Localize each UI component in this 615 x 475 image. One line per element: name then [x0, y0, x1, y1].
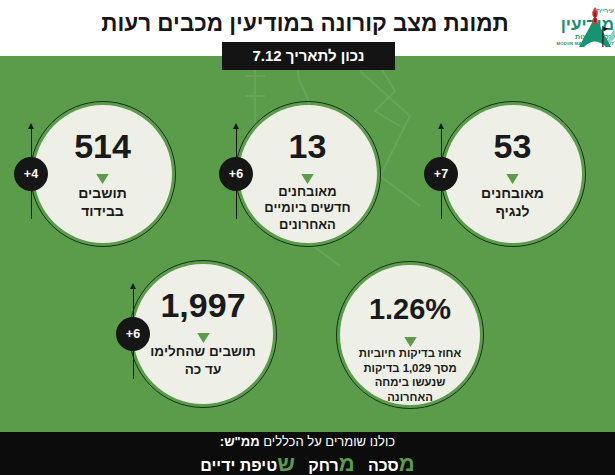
svg-text:עיריית: עיריית	[596, 7, 614, 14]
